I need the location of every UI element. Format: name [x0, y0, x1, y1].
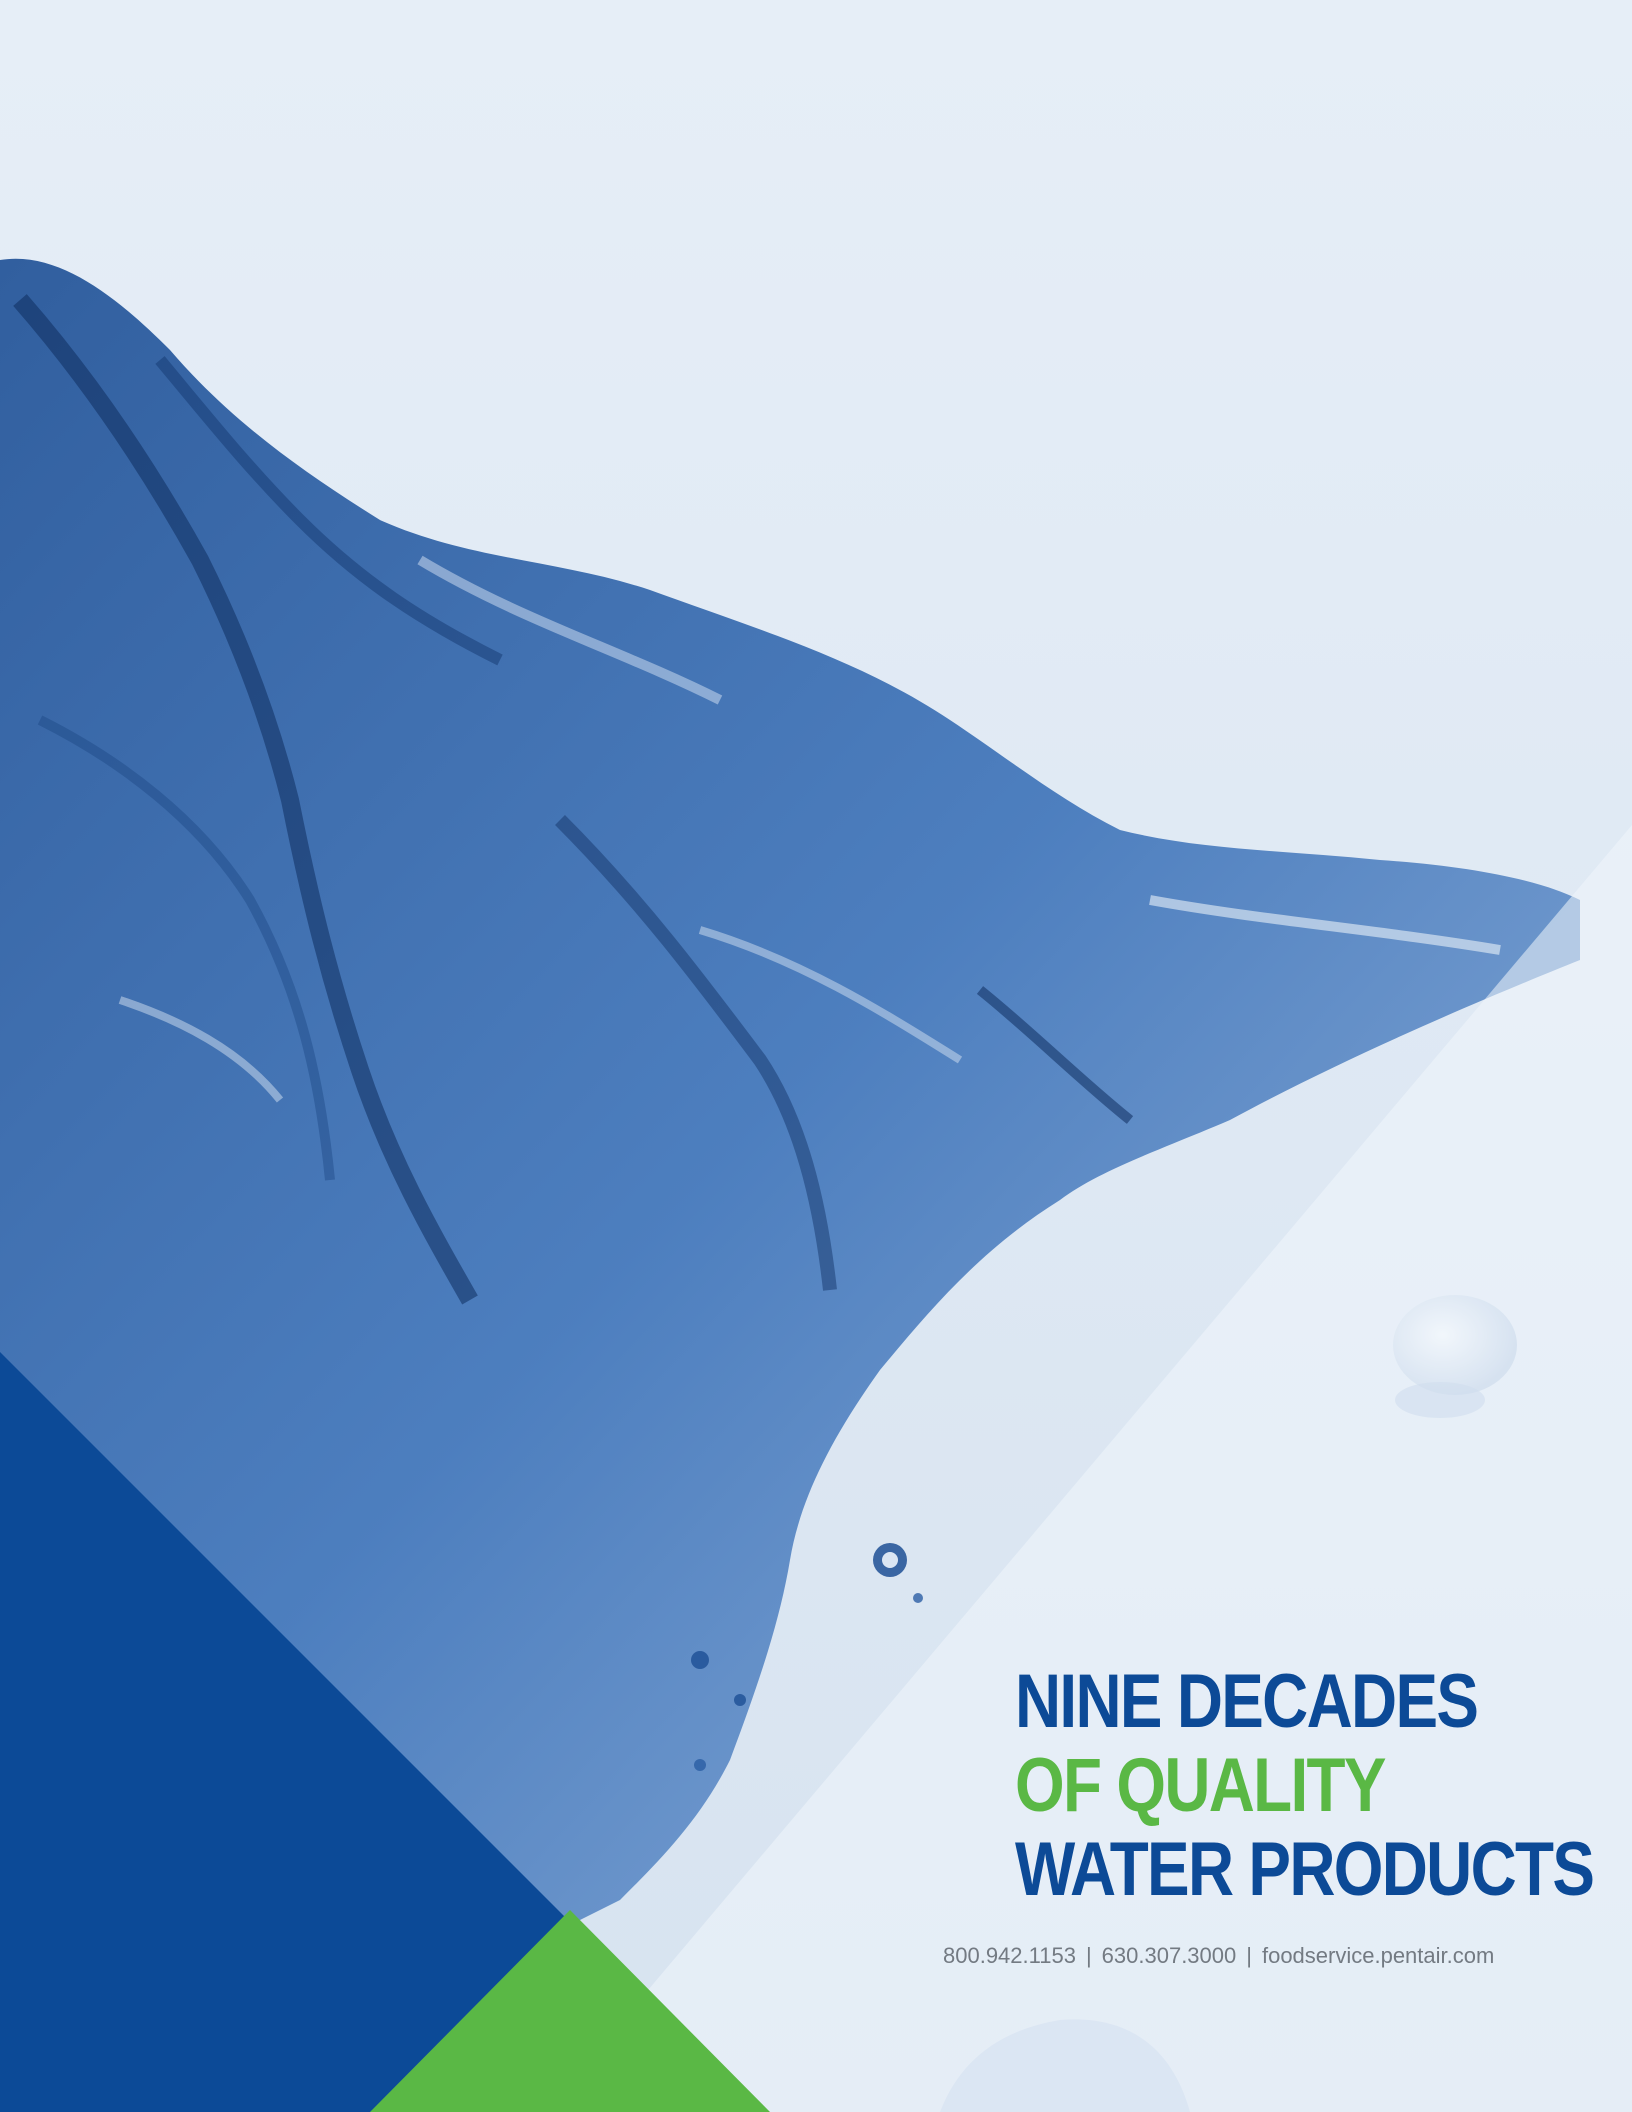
contact-separator: | — [1085, 1943, 1092, 1968]
cover-headline: NINE DECADES OF QUALITY WATER PRODUCTS — [1015, 1659, 1595, 1912]
headline-line-3: WATER PRODUCTS — [1015, 1827, 1595, 1912]
website-link[interactable]: foodservice.pentair.com — [1261, 1943, 1495, 1968]
headline-line-2: OF QUALITY — [1015, 1743, 1386, 1828]
phone-number-2: 630.307.3000 — [1101, 1943, 1237, 1968]
contact-separator: | — [1246, 1943, 1252, 1968]
headline-line-1: NINE DECADES — [1015, 1659, 1479, 1744]
phone-number-1: 800.942.1153 — [943, 1943, 1076, 1968]
contact-line: 800.942.1153 | 630.307.3000 | foodservice.pe… — [943, 1943, 1494, 1969]
